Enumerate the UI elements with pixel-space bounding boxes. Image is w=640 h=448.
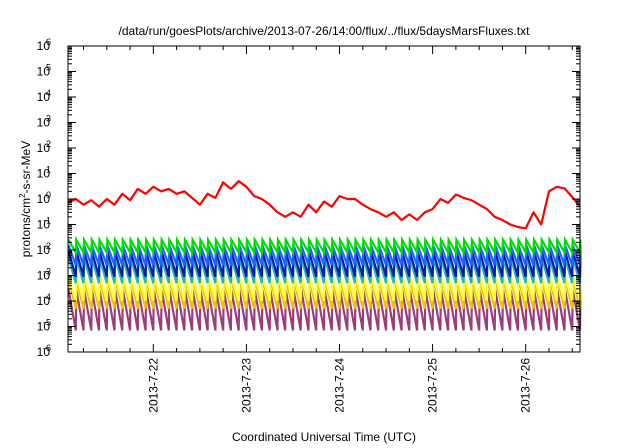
y-tick-label: 104 [37,88,51,104]
y-tick-label: 10-1 [37,216,51,232]
flux-trace [67,244,582,266]
y-tick-exponent: 1 [46,165,51,175]
y-tick-label: 106 [37,37,51,53]
y-tick-label: 10-4 [37,292,51,308]
y-tick-label: 101 [37,165,51,181]
x-tick-label: 2013-7-24 [333,358,347,413]
x-tick-label: 2013-7-26 [519,358,533,413]
y-tick-exponent: 2 [46,139,51,149]
y-axis-title-sup: 2 [18,193,27,198]
y-tick-exponent: 6 [46,37,51,47]
x-tick-label: 2013-7-23 [239,358,253,413]
y-tick-exponent: -4 [43,292,51,302]
x-tick-label: 2013-7-22 [146,358,160,413]
y-axis-title-prefix: protons/cm [19,198,33,257]
y-tick-label: 100 [37,190,51,206]
y-tick-label: 10-6 [37,343,51,359]
y-tick-exponent: -6 [43,343,51,353]
flux-trace [67,235,582,257]
y-tick-exponent: 0 [46,190,51,200]
y-tick-label: 103 [37,114,51,130]
y-tick-label: 10-3 [37,267,51,283]
y-axis-title-suffix: -s-sr-MeV [19,141,33,194]
trace-bundle [67,235,582,331]
y-tick-label: 102 [37,139,51,155]
y-tick-exponent: 5 [46,63,51,73]
x-tick-label: 2013-7-25 [426,358,440,413]
y-tick-label: 10-2 [37,241,51,257]
y-axis: 10-610-510-410-310-210-11001011021031041… [37,37,580,359]
y-tick-label: 105 [37,63,51,79]
y-tick-exponent: 4 [46,88,51,98]
series-line [67,180,581,230]
x-axis: 2013-7-22 2013-7-23 2013-7-24 2013-7-25 2013… [83,46,573,413]
y-axis-title: protons/cm2-s-sr-MeV [18,141,33,257]
y-tick-exponent: -5 [43,318,51,328]
flux-trace [67,257,582,284]
y-tick-label: 10-5 [37,318,51,334]
flux-trace [67,275,582,302]
chart-title: /data/run/goesPlots/archive/2013-07-26/1… [119,24,531,38]
flux-trace [67,289,582,331]
y-tick-exponent: 3 [46,114,51,124]
x-axis-title: Coordinated Universal Time (UTC) [232,430,416,444]
series-layer [67,180,581,230]
y-tick-exponent: -3 [43,267,51,277]
y-tick-exponent: -1 [43,216,51,226]
flux-trace [67,250,582,278]
y-tick-exponent: -2 [43,241,51,251]
